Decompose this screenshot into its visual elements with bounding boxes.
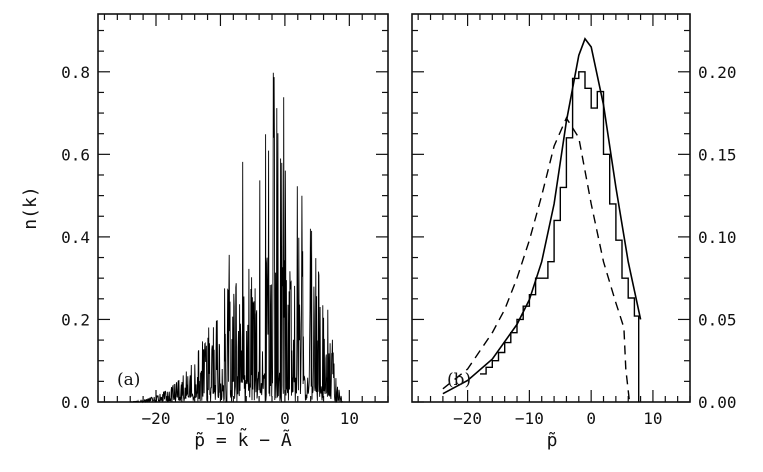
panel-a-tick-labels: −20 −10 0 10 0.0 0.2 0.4 0.6 0.8	[61, 63, 359, 428]
panel-b-label: (b)	[447, 370, 471, 390]
panel-b-data	[442, 37, 642, 403]
panel-b-x-axis-label: p̃	[547, 430, 558, 451]
y-tick-label: 0.05	[698, 310, 737, 329]
oscillating-series-line	[130, 72, 344, 404]
panel-a: −20 −10 0 10 0.0 0.2 0.4 0.6 0.8 (a) p̃ = k̃ − Ã…	[20, 13, 389, 451]
panel-b-ticks	[412, 14, 691, 403]
panel-a-frame	[97, 13, 389, 403]
y-tick-label: 0.20	[698, 63, 737, 82]
x-tick-label: 0	[586, 409, 596, 428]
x-tick-label: 10	[643, 409, 662, 428]
y-tick-label: 0.2	[61, 310, 90, 329]
y-tick-label: 0.8	[61, 63, 90, 82]
panel-b-tick-labels: −20 −10 0 10 0.00 0.05 0.10 0.15 0.20	[453, 63, 736, 428]
x-tick-label: −20	[453, 409, 482, 428]
y-tick-label: 0.10	[698, 228, 737, 247]
panel-b-frame	[411, 13, 691, 403]
smooth-series-line	[442, 37, 642, 395]
y-tick-label: 0.4	[61, 228, 90, 247]
panel-b: −20 −10 0 10 0.00 0.05 0.10 0.15 0.20 (b) p̃	[411, 13, 737, 451]
y-tick-label: 0.0	[61, 393, 90, 412]
dashed-series-line	[442, 116, 631, 403]
x-tick-label: −10	[206, 409, 235, 428]
panel-a-y-axis-label: n(k)	[20, 186, 41, 229]
y-tick-label: 0.15	[698, 145, 737, 164]
panel-a-label: (a)	[117, 370, 140, 390]
panel-a-x-axis-label: p̃ = k̃ − Ã	[194, 428, 292, 451]
histogram-series	[480, 71, 640, 402]
x-tick-label: 0	[280, 409, 290, 428]
y-tick-label: 0.00	[698, 393, 737, 412]
x-tick-label: −20	[142, 409, 171, 428]
x-tick-label: 10	[340, 409, 359, 428]
x-tick-label: −10	[515, 409, 544, 428]
y-tick-label: 0.6	[61, 145, 90, 164]
panel-a-data	[130, 72, 344, 404]
